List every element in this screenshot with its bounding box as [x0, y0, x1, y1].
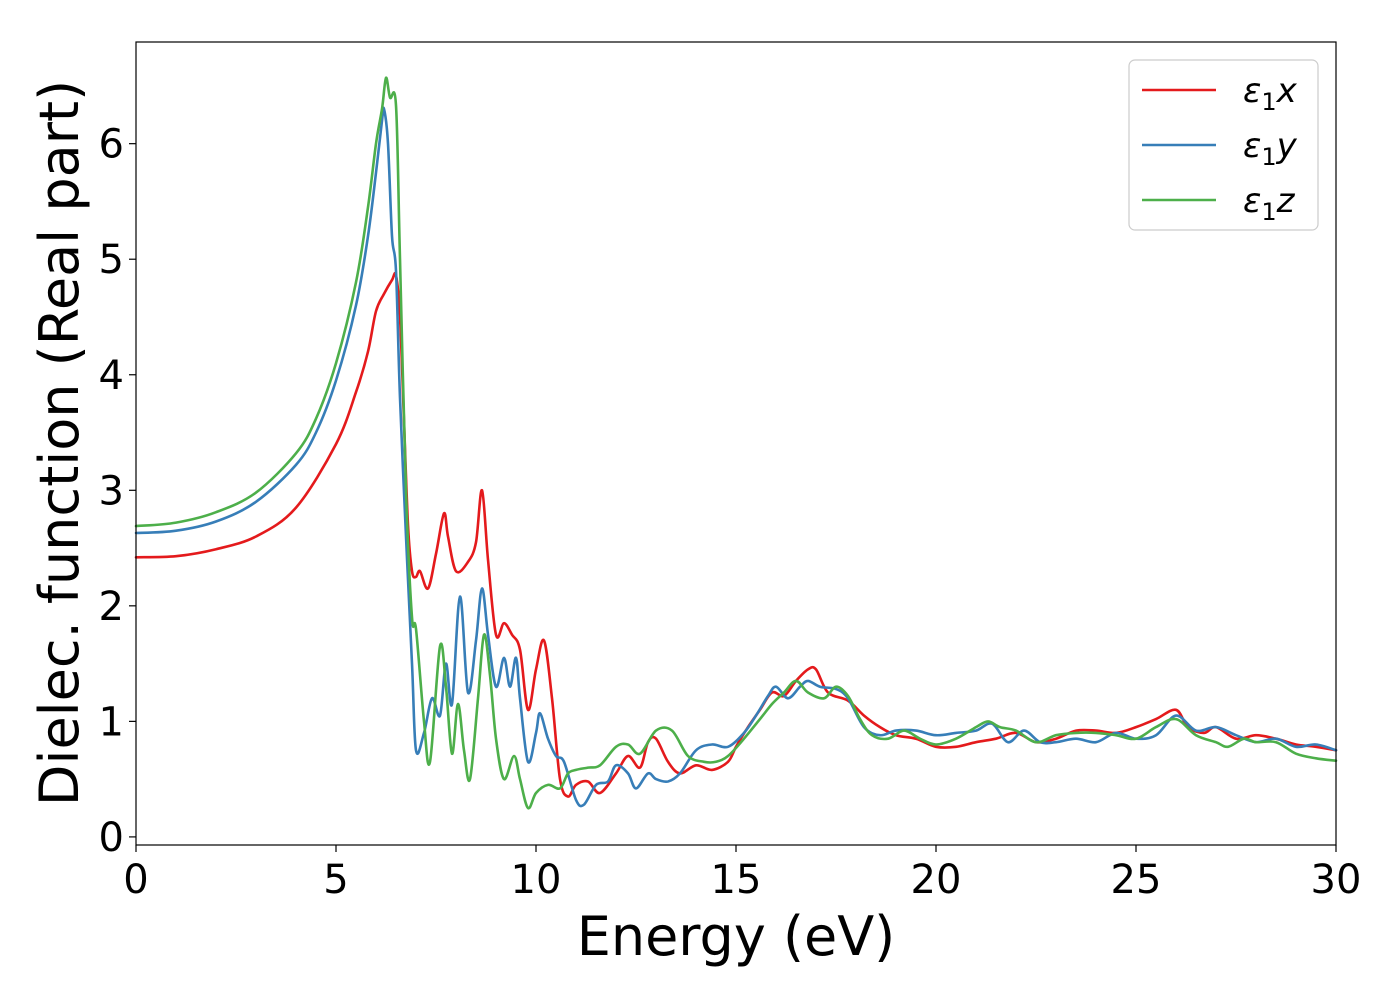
series-line-z: [134, 76, 1338, 810]
series-layer: [134, 76, 1338, 810]
x-axis-label: Energy (eV): [577, 905, 896, 968]
x-tick-label: 10: [511, 857, 562, 903]
x-tick-label: 30: [1311, 857, 1362, 903]
x-tick-label: 0: [123, 857, 148, 903]
y-tick-label: 6: [99, 122, 124, 168]
legend-label-tail: y: [1276, 126, 1298, 166]
legend-label-base: ε: [1243, 126, 1261, 166]
legend-label-subscript: 1: [1261, 143, 1276, 171]
x-tick-label: 25: [1111, 857, 1162, 903]
y-tick-label: 4: [99, 353, 124, 399]
legend-label-x: ε1x: [1243, 71, 1298, 116]
legend-label-y: ε1y: [1243, 126, 1298, 171]
y-tick-label: 1: [99, 699, 124, 745]
y-axis-ticks: 0 1 2 3 4 5 6: [99, 122, 136, 861]
x-tick-label: 5: [323, 857, 348, 903]
legend-box: [1128, 59, 1319, 231]
y-tick-label: 5: [99, 237, 124, 283]
y-tick-label: 2: [99, 584, 124, 630]
legend-label-base: ε: [1243, 71, 1261, 111]
x-tick-label: 15: [711, 857, 762, 903]
y-tick-label: 0: [99, 815, 124, 861]
legend-label-tail: z: [1276, 181, 1296, 221]
legend-label-base: ε: [1243, 181, 1261, 221]
y-axis-label: Dielec. function (Real part): [28, 80, 91, 806]
series-line-y: [134, 106, 1338, 808]
legend-label-tail: x: [1276, 71, 1298, 111]
y-tick-label: 3: [99, 468, 124, 514]
x-axis-ticks: 0 5 10 15 20 25 30: [123, 845, 1361, 903]
legend-label-subscript: 1: [1261, 198, 1276, 226]
legend-label-z: ε1z: [1243, 181, 1296, 226]
x-tick-label: 20: [911, 857, 962, 903]
legend-label-subscript: 1: [1261, 88, 1276, 116]
